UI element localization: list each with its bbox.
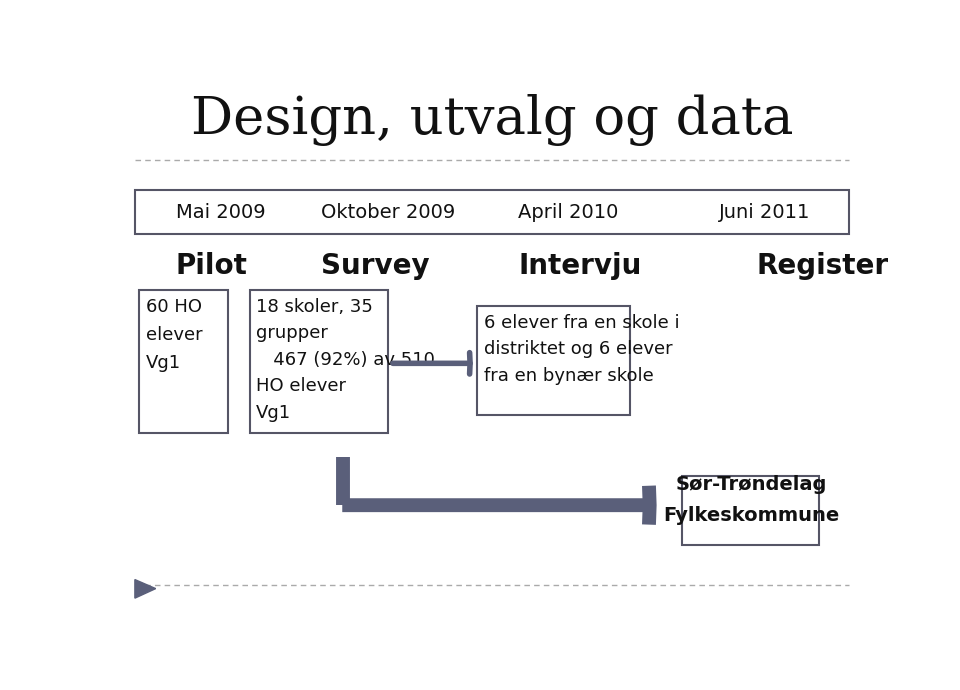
Bar [477, 306, 630, 415]
Text: Oktober 2009: Oktober 2009 [321, 204, 455, 222]
Text: Mai 2009: Mai 2009 [176, 204, 265, 222]
Text: 18 skoler, 35
grupper
   467 (92%) av 510
HO elever
Vg1: 18 skoler, 35 grupper 467 (92%) av 510 H… [256, 298, 435, 422]
Text: Pilot: Pilot [176, 252, 248, 280]
Bar [682, 476, 820, 545]
Text: Sør-Trøndelag
Fylkeskommune: Sør-Trøndelag Fylkeskommune [662, 475, 839, 525]
Text: April 2010: April 2010 [518, 204, 618, 222]
Bar [251, 290, 388, 433]
Text: Design, utvalg og data: Design, utvalg og data [191, 94, 793, 146]
Text: Register: Register [756, 252, 888, 280]
Text: Survey: Survey [321, 252, 429, 280]
Text: Juni 2011: Juni 2011 [719, 204, 810, 222]
Text: 6 elever fra en skole i
distriktet og 6 elever
fra en bynær skole: 6 elever fra en skole i distriktet og 6 … [484, 314, 680, 385]
Bar [134, 190, 849, 234]
Text: Intervju: Intervju [518, 252, 641, 280]
Bar [138, 290, 228, 433]
Polygon shape [134, 580, 156, 598]
Text: 60 HO
elever
Vg1: 60 HO elever Vg1 [146, 298, 203, 372]
